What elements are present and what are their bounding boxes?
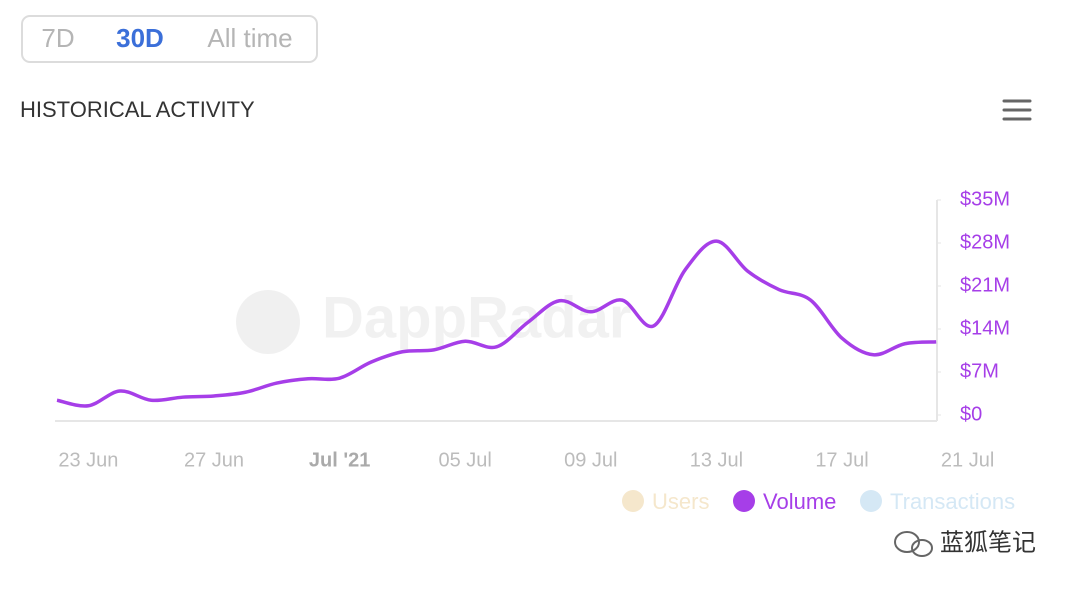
y-tick-label: $0 (960, 403, 982, 425)
volume-line (56, 239, 937, 408)
legend-marker[interactable] (860, 490, 882, 512)
x-tick-label: 27 Jun (184, 449, 244, 471)
tab[interactable]: All time (207, 23, 292, 53)
x-tick-label: 09 Jul (564, 449, 617, 471)
x-tick-label: 17 Jul (815, 449, 868, 471)
legend-label[interactable]: Volume (763, 489, 836, 514)
credit-icon (894, 531, 933, 557)
watermark: DappRadar (322, 285, 631, 350)
legend-label[interactable]: Transactions (890, 489, 1015, 514)
legend-label[interactable]: Users (652, 489, 709, 514)
y-tick-label: $21M (960, 274, 1010, 296)
credit: 蓝狐笔记 (940, 529, 1036, 556)
y-tick-label: $35M (960, 188, 1010, 210)
x-tick-label: 05 Jul (439, 449, 492, 471)
x-tick-label: 13 Jul (690, 449, 743, 471)
menu-icon[interactable] (1002, 99, 1032, 121)
watermark-logo (236, 290, 300, 354)
x-tick-label: 21 Jul (941, 449, 994, 471)
y-tick-label: $7M (960, 360, 999, 382)
tab[interactable]: 7D (41, 23, 74, 53)
tab[interactable]: 30D (116, 23, 164, 53)
chart-title: HISTORICAL ACTIVITY (20, 97, 255, 122)
x-tick-label: 23 Jun (58, 449, 118, 471)
legend-marker[interactable] (622, 490, 644, 512)
legend-marker[interactable] (733, 490, 755, 512)
x-tick-label: Jul '21 (309, 449, 370, 471)
tab-group (21, 15, 318, 63)
y-tick-label: $14M (960, 317, 1010, 339)
y-tick-label: $28M (960, 231, 1010, 253)
